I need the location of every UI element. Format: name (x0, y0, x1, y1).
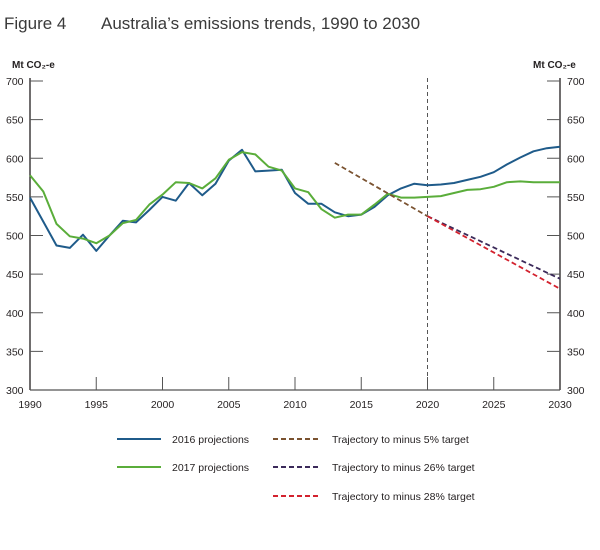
legend: 2016 projections 2017 projections Trajecto… (117, 434, 475, 503)
legend-item: 2016 projections (117, 434, 249, 446)
x-tick-label: 1990 (18, 399, 42, 411)
legend-label: 2016 projections (172, 434, 249, 446)
y-tick-label-left: 650 (6, 115, 24, 127)
y-tick-label-right: 400 (567, 308, 585, 320)
x-tick-label: 2025 (482, 399, 506, 411)
y-tick-label-left: 350 (6, 346, 24, 358)
y-tick-label-right: 500 (567, 231, 585, 243)
y-axis-unit-left: Mt CO₂-e (12, 60, 55, 71)
y-tick-label-left: 600 (6, 153, 24, 165)
y-tick-label-right: 650 (567, 115, 585, 127)
y-tick-label-right: 350 (567, 346, 585, 358)
y-tick-label-left: 400 (6, 308, 24, 320)
figure-number: Figure 4 (4, 14, 67, 33)
legend-item: Trajectory to minus 28% target (273, 491, 475, 503)
legend-label: Trajectory to minus 5% target (332, 434, 469, 446)
x-tick-label: 2000 (151, 399, 175, 411)
series-group (29, 145, 561, 290)
y-tick-label-right: 600 (567, 153, 585, 165)
x-tick-label: 1995 (85, 399, 109, 411)
y-tick-label-right: 550 (567, 192, 585, 204)
x-tick-label: 2020 (416, 399, 440, 411)
x-tick-label: 2005 (217, 399, 241, 411)
legend-label: Trajectory to minus 28% target (332, 491, 475, 503)
y-tick-label-left: 300 (6, 385, 24, 397)
legend-item: 2017 projections (117, 462, 249, 474)
y-tick-label-right: 700 (567, 76, 585, 88)
series-line-2016-projections (29, 145, 561, 252)
y-axis-unit-right: Mt CO₂-e (533, 60, 576, 71)
series-line-trajectory-to-minus-5-target (334, 162, 428, 217)
legend-label: Trajectory to minus 26% target (332, 462, 475, 474)
y-tick-label-left: 500 (6, 231, 24, 243)
legend-label: 2017 projections (172, 462, 249, 474)
x-tick-label: 2030 (548, 399, 572, 411)
x-tick-label: 2010 (283, 399, 307, 411)
series-line-2017-projections (29, 151, 560, 245)
axes: 300 300 350 350 400 400 450 450 500 500 550 550 600 6… (6, 76, 585, 411)
series-line-trajectory-to-minus-28-target (427, 215, 561, 290)
y-tick-label-right: 300 (567, 385, 585, 397)
legend-item: Trajectory to minus 5% target (273, 434, 469, 446)
figure-title: Australia’s emissions trends, 1990 to 20… (101, 14, 421, 33)
y-tick-label-left: 550 (6, 192, 24, 204)
x-tick-label: 2015 (350, 399, 374, 411)
y-tick-label-left: 450 (6, 269, 24, 281)
y-tick-label-left: 700 (6, 76, 24, 88)
y-tick-label-right: 450 (567, 269, 585, 281)
series-line-trajectory-to-minus-26-target (427, 215, 561, 280)
legend-item: Trajectory to minus 26% target (273, 462, 475, 474)
